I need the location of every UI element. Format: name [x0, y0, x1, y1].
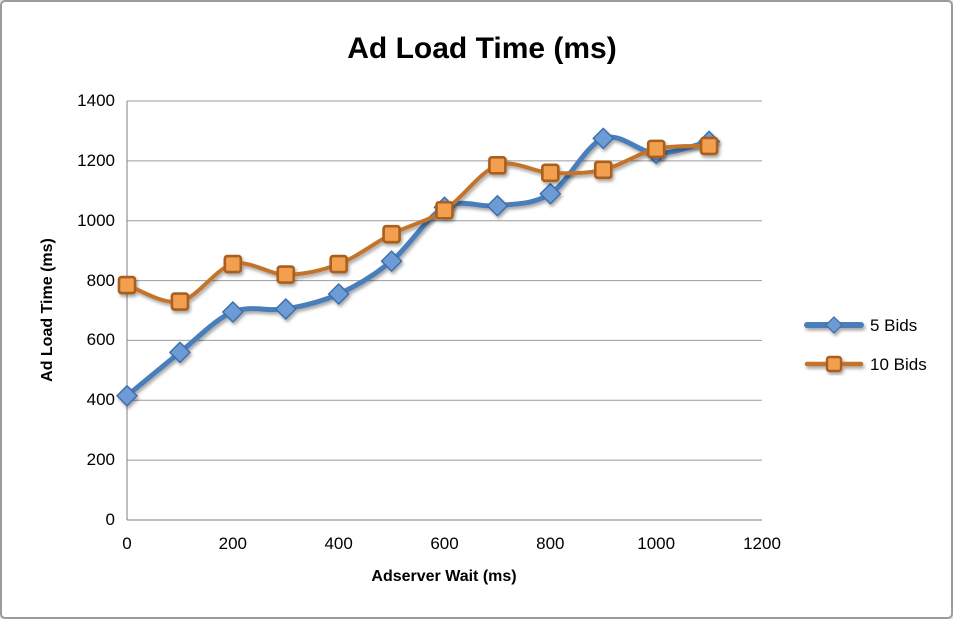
x-tick-label-200: 200	[218, 534, 248, 553]
x-tick-label-800: 800	[536, 534, 565, 553]
marker-10-bids-100	[170, 292, 190, 311]
y-tick-label-0: 0	[105, 510, 115, 529]
y-tick-label-200: 200	[86, 450, 115, 470]
x-axis-title: Adserver Wait (ms)	[371, 568, 517, 585]
marker-5-bids-700	[486, 194, 509, 217]
marker-5-bids-800	[539, 182, 562, 205]
legend-item-10-bids: 10 Bids	[801, 345, 927, 384]
marker-10-bids-900	[593, 160, 613, 180]
marker-10-bids-200	[223, 254, 243, 274]
series-line-10-bids	[125, 143, 712, 304]
series-line-5-bids	[124, 134, 712, 399]
marker-10-bids-600	[435, 200, 454, 220]
marker-10-bids-700	[488, 156, 507, 175]
marker-5-bids-500	[380, 250, 403, 273]
legend-label-5-bids: 5 Bids	[870, 315, 918, 335]
series-10-bids	[117, 136, 719, 311]
y-tick-label-1000: 1000	[77, 210, 115, 230]
y-tick-label-1200: 1200	[77, 150, 115, 170]
marker-10-bids-1000	[646, 139, 666, 159]
legend-marker-10-bids	[804, 355, 864, 372]
marker-10-bids-0	[117, 275, 137, 295]
legend-marker-5-bids	[804, 315, 864, 334]
x-tick-label-1200: 1200	[743, 534, 781, 553]
legend-item-5-bids: 5 Bids	[801, 306, 927, 345]
marker-10-bids-400	[329, 254, 348, 274]
marker-10-bids-500	[382, 224, 401, 244]
y-tick-label-600: 600	[86, 330, 115, 350]
marker-5-bids-300	[274, 298, 297, 320]
y-axis-title: Ad Load Time (ms)	[39, 238, 56, 382]
x-tick-label-0: 0	[122, 534, 132, 553]
marker-5-bids-400	[327, 283, 350, 306]
marker-10-bids-1100	[699, 136, 719, 156]
series-layer	[116, 127, 721, 407]
legend: 5 Bids 10 Bids	[801, 306, 927, 384]
marker-10-bids-800	[541, 163, 560, 183]
y-tick-label-800: 800	[86, 270, 115, 290]
y-tick-label-400: 400	[86, 390, 115, 410]
marker-10-bids-300	[276, 265, 296, 284]
chart-title: Ad Load Time (ms)	[347, 32, 617, 65]
marker-5-bids-900	[592, 127, 615, 150]
marker-5-bids-0	[116, 384, 138, 407]
x-tick-label-1000: 1000	[637, 534, 676, 553]
legend-label-10-bids: 10 Bids	[870, 354, 927, 374]
x-tick-label-400: 400	[324, 534, 353, 553]
marker-5-bids-200	[221, 301, 244, 323]
marker-5-bids-100	[168, 341, 191, 364]
y-tick-label-1400: 1400	[77, 91, 115, 110]
x-tick-label-600: 600	[430, 534, 459, 553]
gridlines	[126, 100, 762, 521]
series-5-bids	[116, 127, 721, 407]
